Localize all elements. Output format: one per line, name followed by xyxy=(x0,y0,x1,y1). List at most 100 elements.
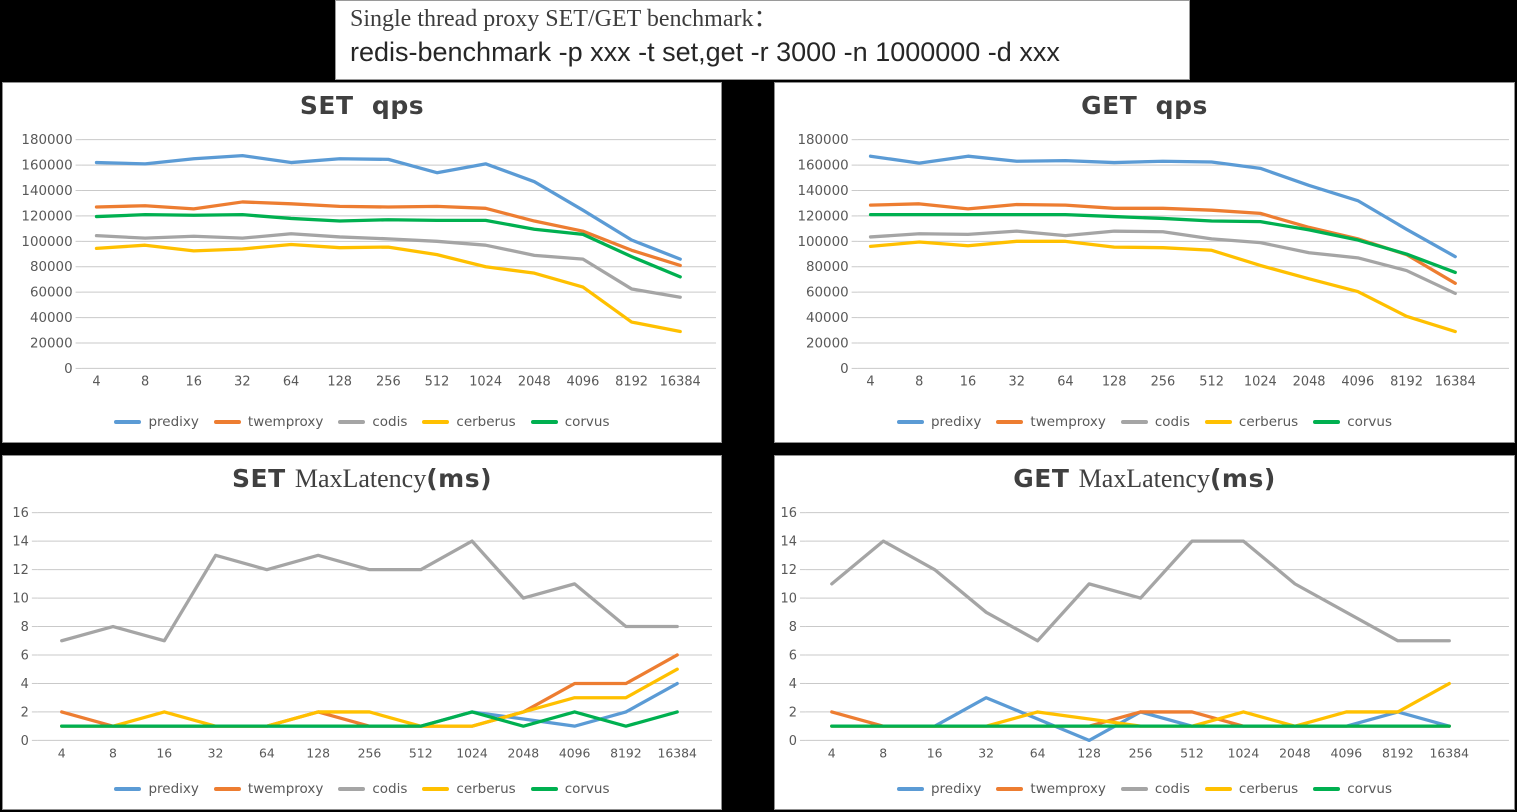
y-axis-label: 10 xyxy=(781,592,797,607)
x-axis-label: 4 xyxy=(58,745,66,760)
x-axis-label: 4096 xyxy=(1331,745,1363,760)
x-axis-labels: 4 8 16 32 64 128 256 512 1024 2048 4096 8192 16384 xyxy=(828,745,1469,760)
x-axis-label: 128 xyxy=(327,374,352,389)
title-box: Single thread proxy SET/GET benchmark： r… xyxy=(335,0,1190,80)
series-line-codis xyxy=(60,539,679,643)
x-axis-label: 32 xyxy=(1008,374,1024,389)
series-line-cerberus xyxy=(60,667,679,728)
legend-label: codis xyxy=(372,414,408,430)
series-line-codis xyxy=(868,229,1457,296)
x-axis-label: 128 xyxy=(306,745,330,760)
x-axis-label: 2048 xyxy=(1293,374,1326,389)
legend-swatch-cerberus xyxy=(1204,420,1232,424)
legend-label: predixy xyxy=(148,781,199,797)
y-axis-label: 12 xyxy=(12,563,28,578)
legend-label: corvus xyxy=(564,781,610,797)
legend-item-corvus: corvus xyxy=(530,414,610,430)
x-axis-label: 1024 xyxy=(1244,374,1277,389)
legend-swatch-cerberus xyxy=(422,420,450,424)
x-axis-label: 8192 xyxy=(1390,374,1423,389)
series-line-predixy xyxy=(868,154,1457,259)
legend-item-codis: codis xyxy=(338,781,407,797)
legend-label: twemproxy xyxy=(247,781,324,797)
x-axis-label: 2048 xyxy=(1279,745,1311,760)
x-axis-labels: 4 8 16 32 64 128 256 512 1024 2048 4096 8192 16384 xyxy=(58,745,697,760)
x-axis-label: 256 xyxy=(376,374,401,389)
legend-item-cerberus: cerberus xyxy=(1204,781,1298,797)
x-axis-label: 1024 xyxy=(469,374,502,389)
y-axis-label: 0 xyxy=(789,734,797,749)
x-axis-label: 128 xyxy=(1077,745,1101,760)
y-axis-label: 12 xyxy=(781,563,797,578)
y-axis-label: 8 xyxy=(789,620,797,635)
y-axis-label: 40000 xyxy=(806,311,849,326)
legend-label: twemproxy xyxy=(1030,414,1106,430)
legend-swatch-cerberus xyxy=(422,787,450,791)
legend-label: predixy xyxy=(930,781,982,797)
y-axis-label: 0 xyxy=(840,362,849,377)
legend-item-predixy: predixy xyxy=(114,414,199,430)
legend-item-codis: codis xyxy=(1120,781,1190,797)
x-axis-labels: 4 8 16 32 64 128 256 512 1024 2048 4096 8192 16384 xyxy=(866,374,1475,389)
x-axis-label: 8192 xyxy=(610,745,642,760)
x-axis-label: 128 xyxy=(1102,374,1127,389)
y-axis-label: 6 xyxy=(789,648,797,663)
y-gridlines: 180000 160000 140000 120000 100000 80000 60000… xyxy=(21,133,717,377)
x-axis-label: 1024 xyxy=(1228,745,1260,760)
legend-item-codis: codis xyxy=(338,414,407,430)
y-axis-label: 14 xyxy=(12,535,28,550)
x-axis-label: 16 xyxy=(186,374,202,389)
series-line-codis xyxy=(830,539,1451,643)
chart-title-part: SET qps xyxy=(299,91,425,120)
legend-label: corvus xyxy=(564,414,610,430)
y-axis-label: 80000 xyxy=(30,260,73,275)
y-axis-label: 2 xyxy=(789,705,797,720)
y-axis-label: 16 xyxy=(781,506,797,521)
legend-label: corvus xyxy=(1347,781,1393,797)
y-axis-label: 60000 xyxy=(806,286,849,301)
x-axis-label: 32 xyxy=(978,745,994,760)
legend-label: predixy xyxy=(148,414,199,430)
x-axis-label: 8192 xyxy=(1382,745,1414,760)
x-axis-label: 8 xyxy=(141,374,149,389)
legend-swatch-predixy xyxy=(896,787,924,791)
x-axis-label: 8 xyxy=(879,745,887,760)
legend-swatch-corvus xyxy=(1313,420,1341,424)
y-axis-label: 160000 xyxy=(797,159,848,174)
y-axis-label: 180000 xyxy=(21,133,72,148)
legend-item-cerberus: cerberus xyxy=(1204,414,1298,430)
legend-swatch-twemproxy xyxy=(213,787,241,791)
legend-swatch-twemproxy xyxy=(996,420,1024,424)
y-axis-label: 40000 xyxy=(30,311,73,326)
y-axis-label: 60000 xyxy=(30,286,73,301)
legend-swatch-codis xyxy=(1120,787,1148,791)
chart-legend: predixy twemproxy codis cerberus corvus xyxy=(3,781,721,797)
y-axis-label: 140000 xyxy=(21,184,72,199)
benchmark-title: Single thread proxy SET/GET benchmark： xyxy=(350,6,778,32)
y-axis-label: 4 xyxy=(789,677,797,692)
x-axis-label: 16384 xyxy=(660,374,701,389)
x-axis-label: 8192 xyxy=(615,374,648,389)
x-axis-label: 32 xyxy=(234,374,250,389)
chart-title-part: GET xyxy=(1013,464,1079,493)
legend-item-cerberus: cerberus xyxy=(422,414,516,430)
chart-title-part: MaxLatency xyxy=(1078,464,1210,493)
y-axis-label: 10 xyxy=(12,592,28,607)
x-axis-label: 16384 xyxy=(657,745,697,760)
x-axis-label: 16384 xyxy=(1430,745,1470,760)
chart-panel-get-maxlatency: 16 14 12 10 8 6 4 2 0 4 8 16 32 64 128 256 512 1024 2048 40… xyxy=(774,455,1515,810)
series-line-codis xyxy=(94,232,682,299)
legend-item-predixy: predixy xyxy=(896,414,981,430)
chart-panel-set-qps: 180000 160000 140000 120000 100000 80000 60000… xyxy=(2,82,722,443)
y-axis-label: 16 xyxy=(12,506,28,521)
legend-swatch-codis xyxy=(338,420,366,424)
x-axis-label: 4 xyxy=(828,745,836,760)
legend-swatch-predixy xyxy=(114,787,142,791)
legend-item-corvus: corvus xyxy=(530,781,610,797)
x-axis-label: 512 xyxy=(1180,745,1204,760)
legend-label: codis xyxy=(1154,414,1190,430)
chart-title-part: GET qps xyxy=(1081,91,1208,120)
legend-label: corvus xyxy=(1347,414,1393,430)
